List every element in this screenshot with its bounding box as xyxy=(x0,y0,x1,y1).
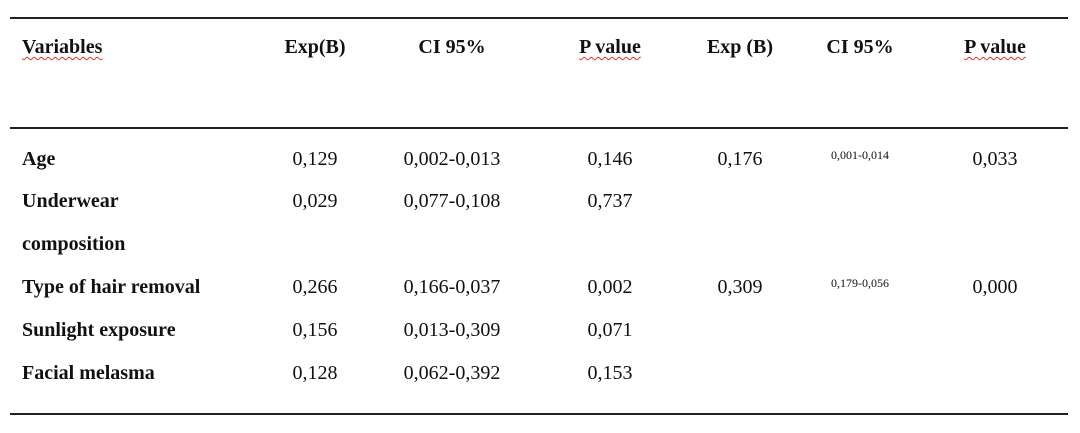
row-label: Facial melasma xyxy=(22,362,155,384)
cell-value: 0,266 xyxy=(292,276,338,298)
cell-value: 0,309 xyxy=(717,276,763,298)
column-header: Variables xyxy=(22,36,103,58)
cell-value: 0,062-0,392 xyxy=(403,362,501,384)
cell-value: 0,077-0,108 xyxy=(403,190,501,212)
row-label: Sunlight exposure xyxy=(22,319,176,341)
cell-value: 0,153 xyxy=(587,362,633,384)
row-label: Type of hair removal xyxy=(22,276,201,298)
cell-value: 0,156 xyxy=(292,319,338,341)
cell-value: 0,176 xyxy=(717,148,763,170)
header-rule xyxy=(10,127,1068,129)
column-header: Exp(B) xyxy=(284,36,346,58)
cell-value: 0,179-0,056 xyxy=(831,276,889,290)
top-rule xyxy=(10,17,1068,19)
cell-value: 0,033 xyxy=(972,148,1018,170)
column-header: CI 95% xyxy=(826,36,894,58)
cell-value: 0,002-0,013 xyxy=(403,148,501,170)
column-header: Exp (B) xyxy=(706,36,774,58)
cell-value: 0,029 xyxy=(292,190,338,212)
row-label: Underwear composition xyxy=(22,190,126,255)
cell-value: 0,146 xyxy=(587,148,633,170)
bottom-rule xyxy=(10,413,1068,415)
cell-value: 0,128 xyxy=(292,362,338,384)
column-header: CI 95% xyxy=(418,36,486,58)
row-label: Age xyxy=(22,148,56,170)
column-header: P value xyxy=(964,36,1026,58)
cell-value: 0,166-0,037 xyxy=(403,276,501,298)
cell-value: 0,737 xyxy=(587,190,633,212)
cell-value: 0,002 xyxy=(587,276,633,298)
cell-value: 0,001-0,014 xyxy=(831,148,889,162)
cell-value: 0,000 xyxy=(972,276,1018,298)
cell-value: 0,071 xyxy=(587,319,633,341)
cell-value: 0,013-0,309 xyxy=(403,319,501,341)
column-header: P value xyxy=(579,36,641,58)
cell-value: 0,129 xyxy=(292,148,338,170)
